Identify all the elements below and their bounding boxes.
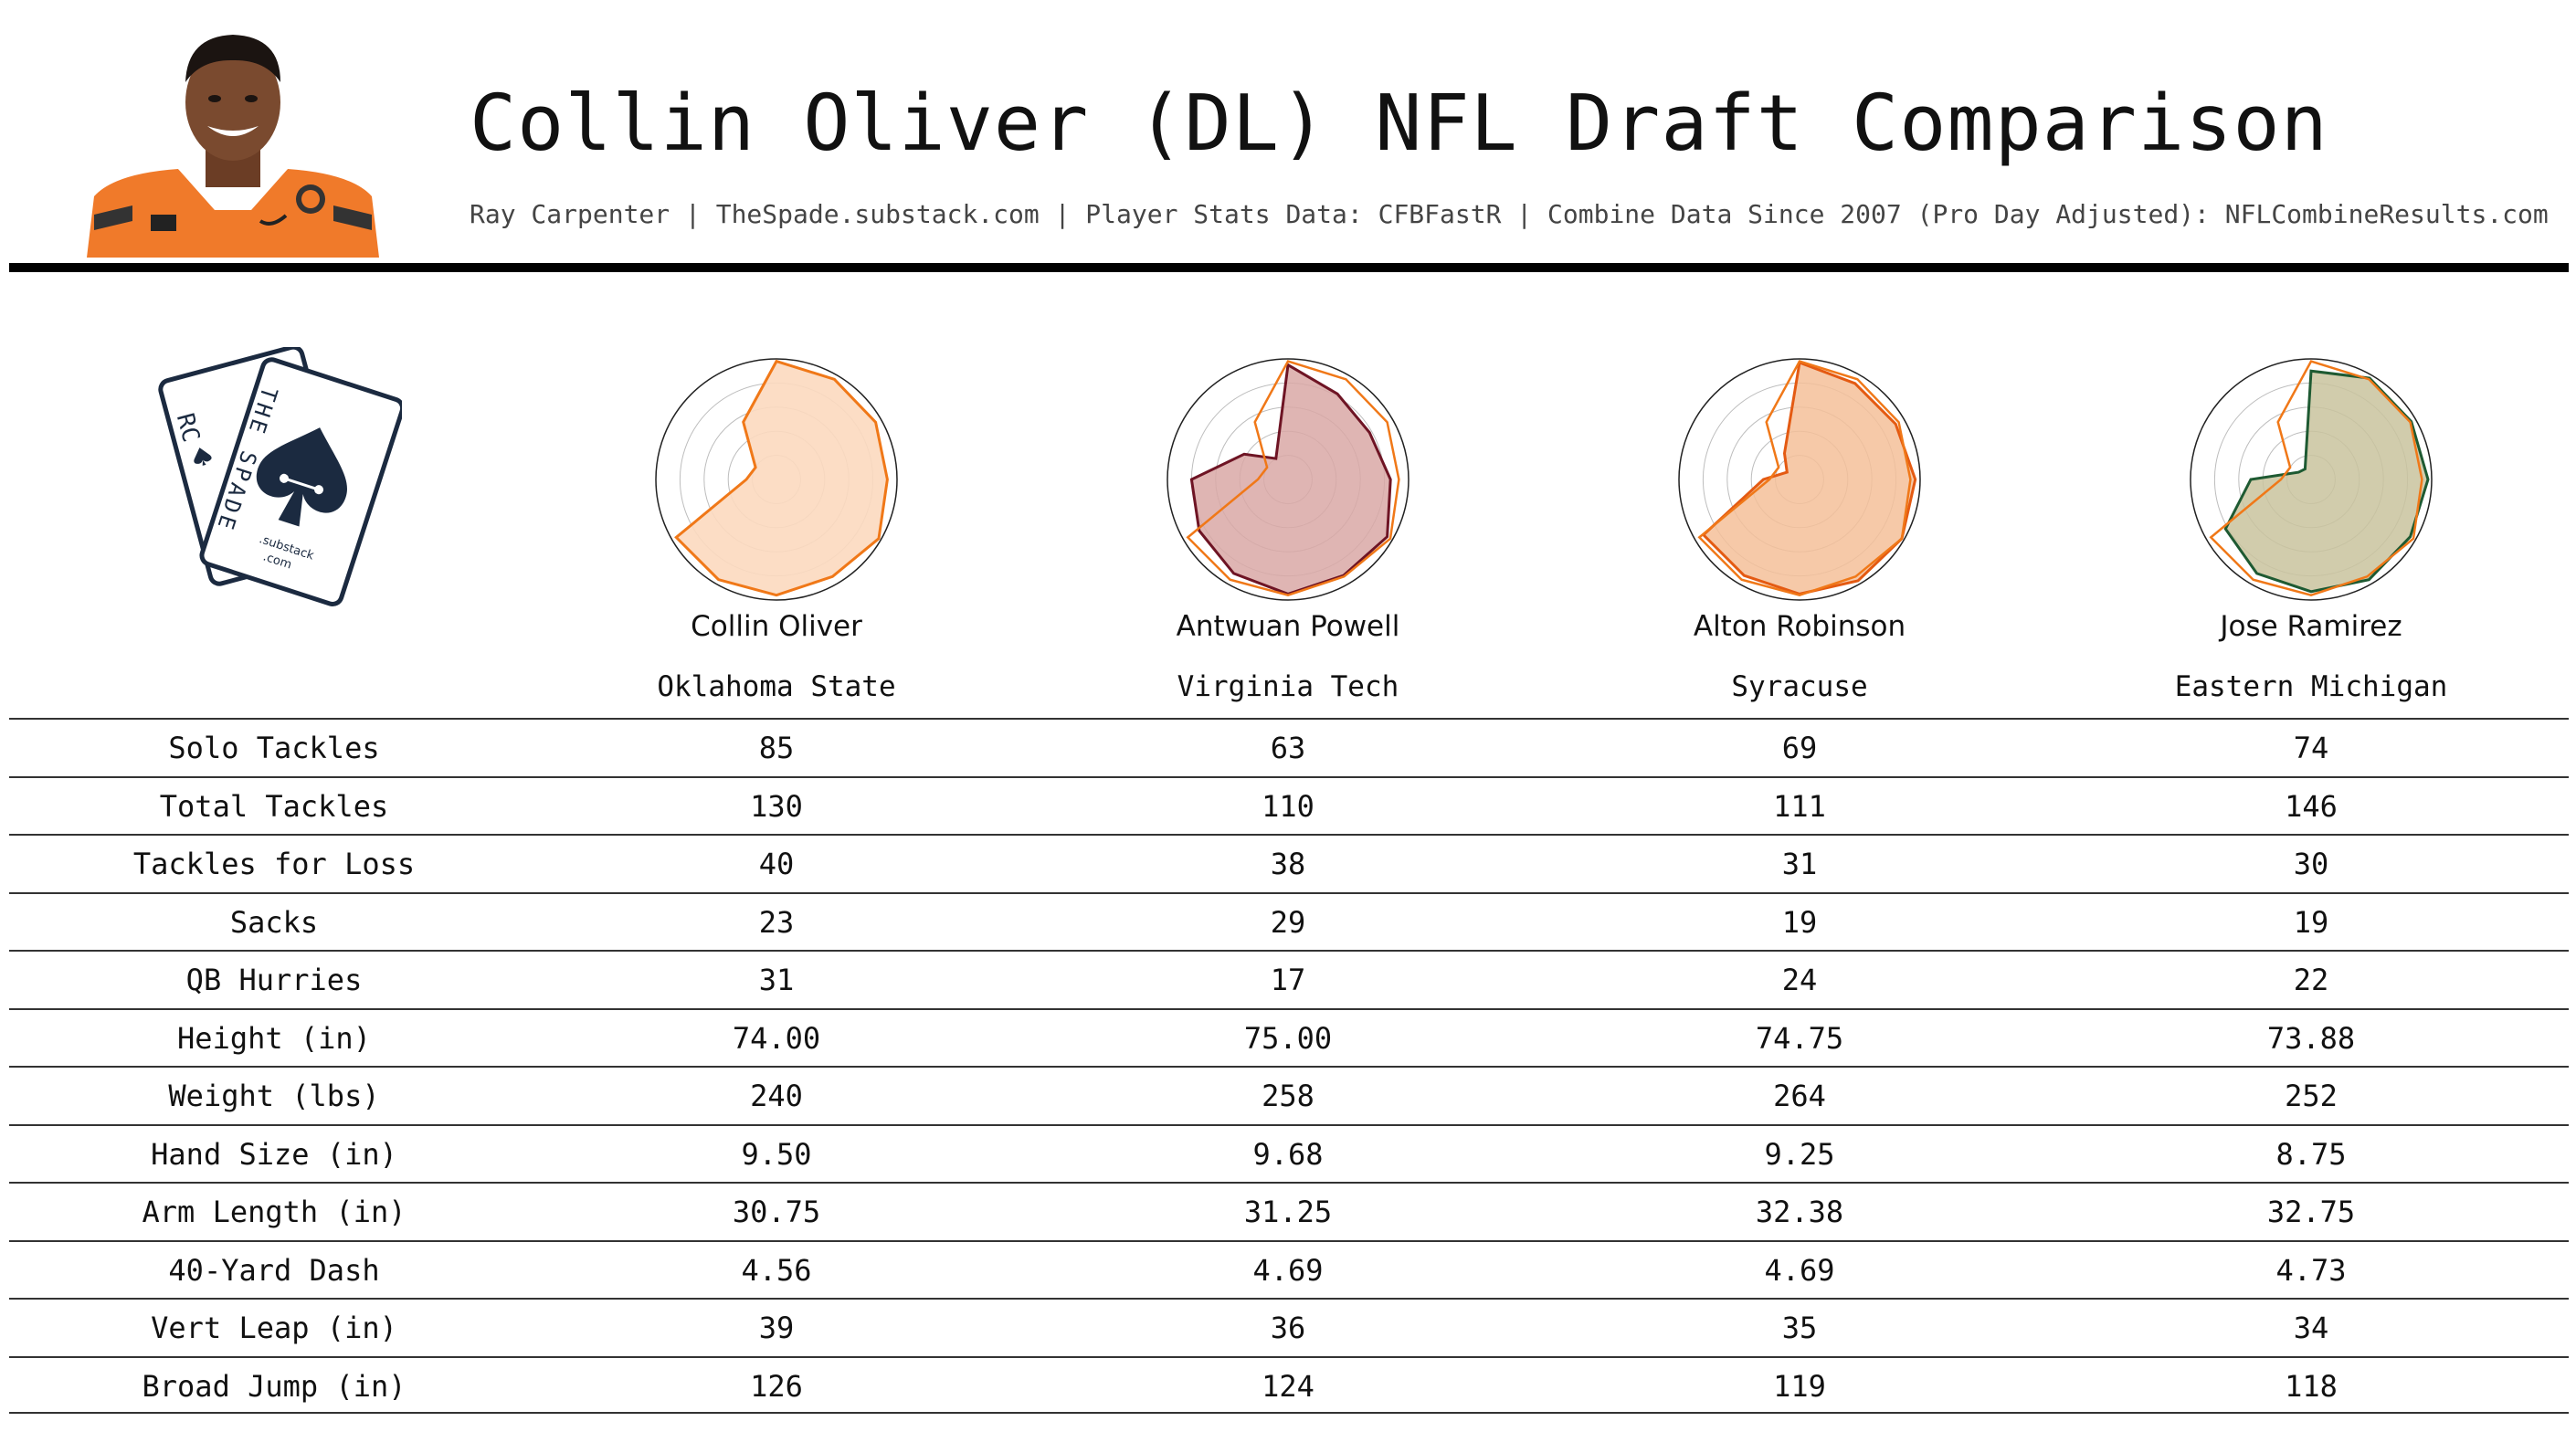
row-label: Hand Size (in) — [151, 1136, 397, 1172]
radar-chart-collin-oliver — [655, 358, 898, 601]
radar-comparison-outline — [2209, 360, 2423, 597]
header-divider — [9, 263, 2569, 272]
table-cell: 22 — [2293, 963, 2329, 997]
player-school: Virginia Tech — [1177, 670, 1399, 703]
player-name: Collin Oliver — [691, 610, 862, 643]
table-row: Total Tackles 130 110 111 146 — [9, 775, 2569, 835]
table-cell: 29 — [1270, 904, 1306, 940]
table-cell: 39 — [758, 1311, 795, 1345]
row-label: Tackles for Loss — [132, 847, 416, 881]
row-label: Arm Length (in) — [142, 1195, 406, 1229]
table-cell: 4.69 — [1764, 1252, 1835, 1288]
table-row: 40-Yard Dash 4.56 4.69 4.69 4.73 — [9, 1239, 2569, 1299]
table-cell: 126 — [750, 1368, 803, 1404]
table-row: Height (in) 74.00 75.00 74.75 73.88 — [9, 1007, 2569, 1067]
table-cell: 124 — [1262, 1368, 1314, 1404]
player-school: Eastern Michigan — [2174, 670, 2448, 703]
table-cell: 31 — [1781, 847, 1818, 881]
table-cell: 4.69 — [1252, 1252, 1324, 1288]
radar-chart-jose-ramirez — [2190, 358, 2433, 601]
row-label: QB Hurries — [185, 963, 363, 997]
table-cell: 31 — [758, 963, 795, 997]
front-card: THE SPADE .substack .com — [199, 357, 402, 606]
table-cell: 73.88 — [2266, 1020, 2356, 1056]
table-cell: 240 — [750, 1079, 803, 1113]
row-label: Sacks — [229, 904, 319, 940]
player-headshot — [78, 18, 388, 258]
table-cell: 119 — [1773, 1368, 1826, 1404]
player-name: Antwuan Powell — [1176, 610, 1400, 643]
radar-chart-antwuan-powell — [1167, 358, 1409, 601]
the-spade-logo: RC THE SPADE .substack .com — [158, 347, 402, 606]
row-label: Solo Tackles — [168, 731, 380, 765]
radar-series-area — [2223, 369, 2430, 594]
table-cell: 85 — [758, 731, 795, 765]
table-cell: 30 — [2293, 847, 2329, 881]
table-cell: 4.73 — [2275, 1252, 2347, 1288]
player-school: Syracuse — [1731, 670, 1868, 703]
table-cell: 24 — [1781, 963, 1818, 997]
table-cell: 118 — [2285, 1368, 2338, 1404]
table-cell: 4.56 — [741, 1252, 812, 1288]
row-label: Weight (lbs) — [168, 1079, 380, 1113]
stats-table: Solo Tackles 85 63 69 74 Total Tackles 130 110 1… — [9, 718, 2569, 1414]
row-label: 40-Yard Dash — [168, 1252, 380, 1288]
table-row: Solo Tackles 85 63 69 74 — [9, 718, 2569, 776]
table-cell: 258 — [1262, 1079, 1314, 1113]
table-row: Broad Jump (in) 126 124 119 118 — [9, 1355, 2569, 1414]
table-cell: 17 — [1270, 963, 1306, 997]
table-row: Weight (lbs) 240 258 264 252 — [9, 1066, 2569, 1124]
table-cell: 111 — [1773, 788, 1826, 824]
table-row: Arm Length (in) 30.75 31.25 32.38 32.75 — [9, 1182, 2569, 1240]
table-cell: 264 — [1773, 1079, 1826, 1113]
table-cell: 69 — [1781, 731, 1818, 765]
table-row: QB Hurries 31 17 24 22 — [9, 950, 2569, 1008]
player-name: Alton Robinson — [1693, 610, 1906, 643]
radar-chart-alton-robinson — [1678, 358, 1921, 601]
table-row: Sacks 23 29 19 19 — [9, 891, 2569, 951]
table-cell: 36 — [1270, 1311, 1306, 1345]
table-cell: 74.00 — [732, 1020, 821, 1056]
table-cell: 19 — [1781, 904, 1818, 940]
table-cell: 32.38 — [1755, 1195, 1844, 1229]
table-cell: 30.75 — [732, 1195, 821, 1229]
row-label: Broad Jump (in) — [142, 1368, 406, 1404]
table-cell: 8.75 — [2275, 1136, 2347, 1172]
table-cell: 110 — [1262, 788, 1314, 824]
table-cell: 35 — [1781, 1311, 1818, 1345]
spade-icon — [256, 427, 347, 527]
table-cell: 9.68 — [1252, 1136, 1324, 1172]
radar-comparison-outline — [1697, 360, 1912, 597]
table-cell: 63 — [1270, 731, 1306, 765]
table-cell: 9.50 — [741, 1136, 812, 1172]
radar-series-area — [674, 359, 889, 597]
table-cell: 34 — [2293, 1311, 2329, 1345]
radar-comparison-outline — [1186, 360, 1400, 597]
table-cell: 23 — [758, 904, 795, 940]
table-cell: 9.25 — [1764, 1136, 1835, 1172]
row-label: Vert Leap (in) — [151, 1311, 397, 1345]
page-subtitle: Ray Carpenter | TheSpade.substack.com | … — [470, 199, 2549, 229]
table-cell: 75.00 — [1243, 1020, 1333, 1056]
table-cell: 252 — [2285, 1079, 2338, 1113]
table-row: Hand Size (in) 9.50 9.68 9.25 8.75 — [9, 1123, 2569, 1183]
table-row: Tackles for Loss 40 38 31 30 — [9, 834, 2569, 892]
table-cell: 38 — [1270, 847, 1306, 881]
table-cell: 31.25 — [1243, 1195, 1333, 1229]
row-label: Total Tackles — [159, 788, 389, 824]
page-title: Collin Oliver (DL) NFL Draft Comparison — [470, 79, 2328, 169]
table-cell: 40 — [758, 847, 795, 881]
table-cell: 74.75 — [1755, 1020, 1844, 1056]
player-school: Oklahoma State — [657, 670, 896, 703]
table-cell: 74 — [2293, 731, 2329, 765]
row-label: Height (in) — [177, 1020, 371, 1056]
table-row: Vert Leap (in) 39 36 35 34 — [9, 1298, 2569, 1356]
table-cell: 130 — [750, 788, 803, 824]
table-cell: 19 — [2293, 904, 2329, 940]
table-cell: 146 — [2285, 788, 2338, 824]
table-cell: 32.75 — [2266, 1195, 2356, 1229]
player-name: Jose Ramirez — [2220, 610, 2402, 643]
small-spade-icon — [194, 448, 212, 466]
